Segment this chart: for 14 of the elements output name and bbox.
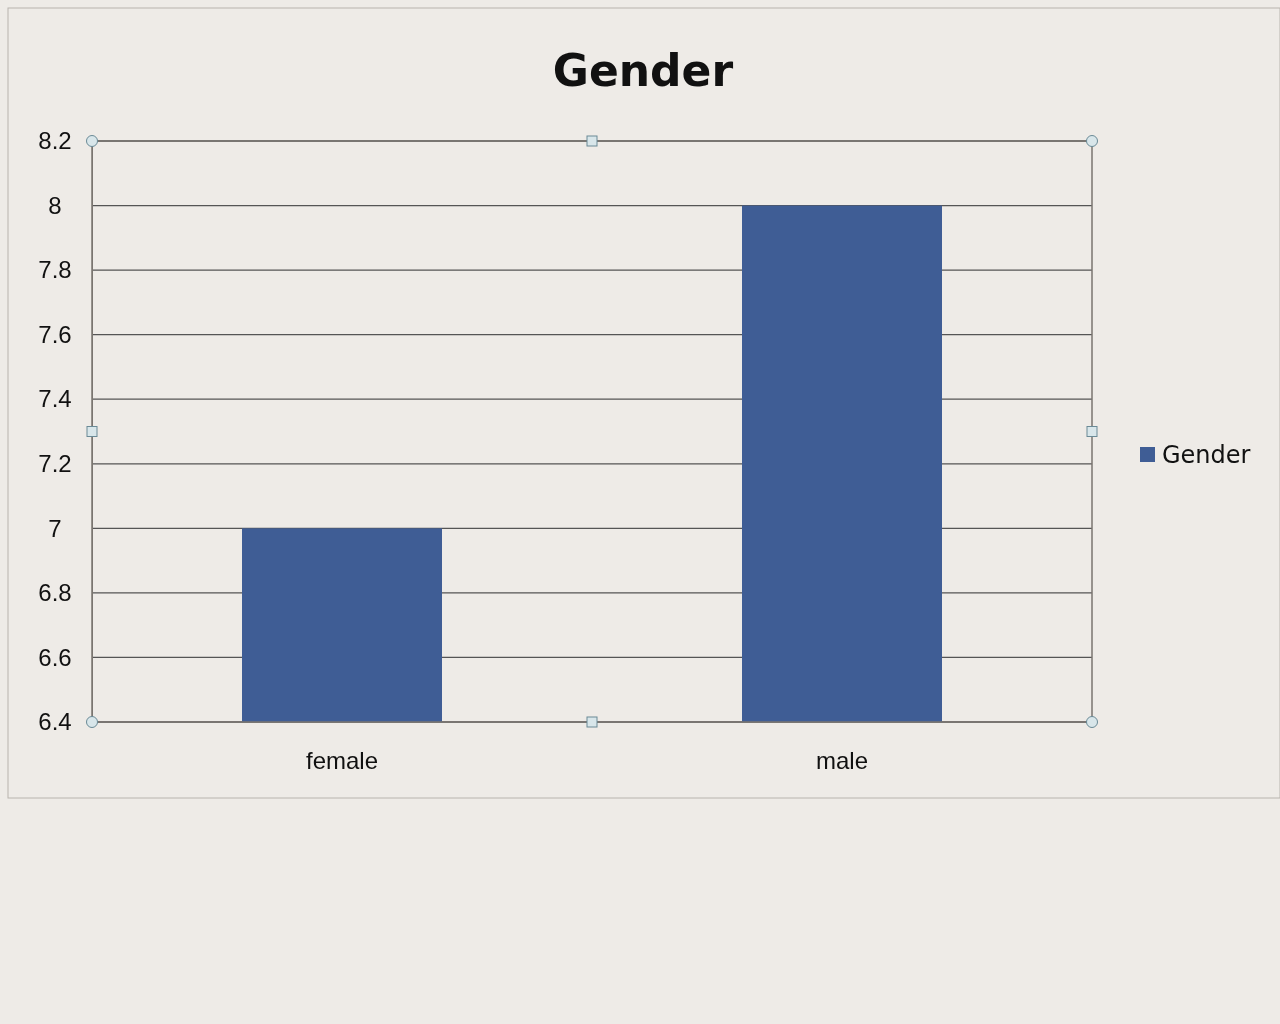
y-tick-label: 8 xyxy=(48,191,62,219)
y-tick-label: 6.4 xyxy=(38,708,72,736)
y-tick-label: 8.2 xyxy=(38,127,72,155)
y-tick-label: 6.8 xyxy=(38,579,72,607)
y-tick-label: 7.4 xyxy=(38,385,72,413)
chart-title: Gender xyxy=(552,45,734,96)
y-tick-label: 7.6 xyxy=(38,320,72,348)
y-tick-label: 6.6 xyxy=(38,643,72,671)
y-tick-label: 7.8 xyxy=(38,256,72,284)
legend-label: Gender xyxy=(1162,441,1251,469)
x-tick-label: male xyxy=(815,747,869,775)
y-tick-label: 7 xyxy=(48,514,62,542)
x-tick-label: female xyxy=(305,747,379,775)
y-tick-label: 7.2 xyxy=(38,449,72,477)
